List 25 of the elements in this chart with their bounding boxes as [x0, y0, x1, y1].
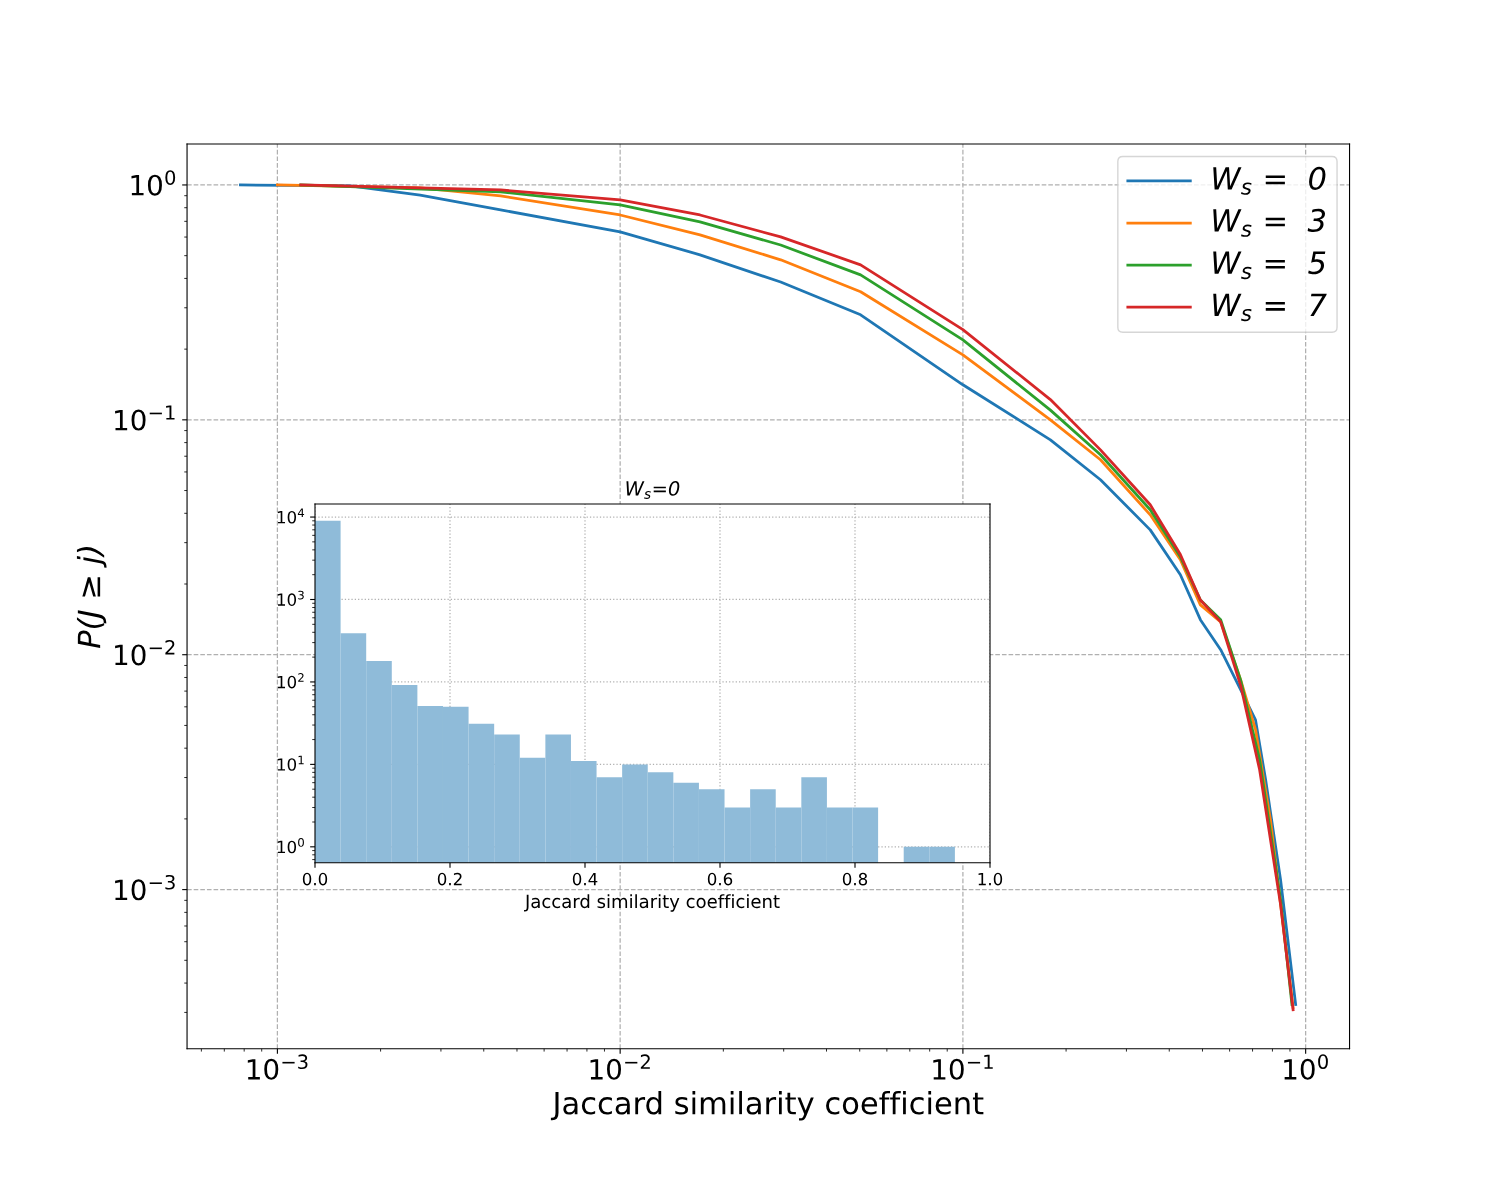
- x-tick-label: 1.0: [978, 872, 1003, 886]
- x-axis-title: Jaccard similarity coefficient: [550, 1090, 984, 1121]
- y-axis-title: P(J ≥ j): [76, 547, 107, 648]
- x-tick-label: 10$^{−2}$: [590, 1054, 650, 1080]
- y-tick-label: 10$^{0}$: [277, 837, 304, 854]
- x-tick-label: 10$^{−1}$: [933, 1054, 993, 1080]
- legend-label: W$_{s}$ = 0: [1213, 166, 1326, 195]
- y-tick-label: 10$^{4}$: [277, 508, 305, 524]
- y-tick-label: 10$^{1}$: [277, 755, 304, 771]
- y-tick-label: 10$^{2}$: [277, 673, 304, 689]
- x-tick-label: 0.2: [437, 872, 462, 886]
- legend-label: W$_{s}$ = 5: [1213, 251, 1326, 280]
- x-tick-label: 0.6: [707, 872, 733, 886]
- y-tick-label: 10$^{−1}$: [115, 405, 175, 431]
- x-tick-label: 0.8: [842, 872, 868, 886]
- x-tick-label: 0.4: [572, 872, 598, 886]
- x-tick-label: 0.0: [302, 872, 328, 886]
- y-tick-label: 10$^{−2}$: [115, 639, 175, 666]
- legend-label: W$_{s}$ = 7: [1213, 293, 1327, 322]
- legend-label: W$_{s}$ = 3: [1213, 208, 1326, 237]
- y-tick-label: 10$^{3}$: [277, 590, 304, 606]
- x-tick-label: 10$^{0}$: [1284, 1054, 1328, 1080]
- y-tick-label: 10$^{0}$: [131, 170, 176, 196]
- x-axis-title: Jaccard similarity coefficient: [524, 894, 780, 912]
- chart-title: W$_{s}$=0: [626, 481, 680, 499]
